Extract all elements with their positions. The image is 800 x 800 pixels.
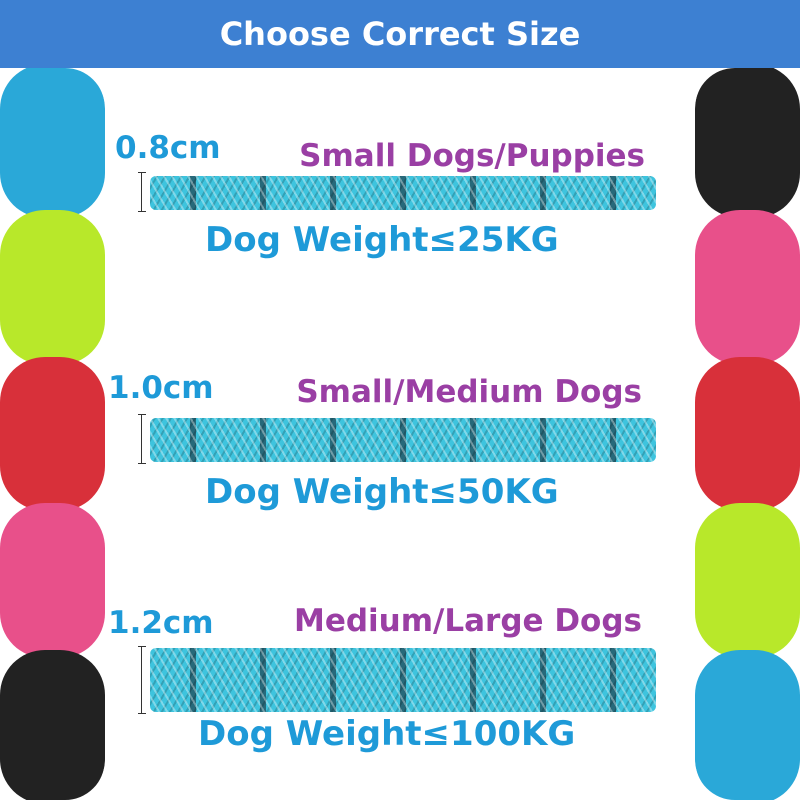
rope-swatch-blue — [0, 68, 105, 219]
dog-type-label: Medium/Large Dogs — [293, 603, 642, 639]
rope-swatch-black — [0, 649, 105, 800]
rope-sample — [150, 648, 656, 712]
diameter-bracket — [138, 646, 146, 714]
weight-label: Dog Weight≤25KG — [205, 220, 559, 260]
rope-swatch-red — [695, 356, 800, 512]
rope-swatch-blue — [695, 649, 800, 800]
diameter-bracket — [138, 172, 146, 212]
rope-swatch-pink — [0, 503, 105, 658]
diameter-bracket — [138, 414, 146, 464]
weight-label: Dog Weight≤50KG — [205, 472, 559, 512]
rope-swatch-black — [695, 68, 800, 219]
dog-type-label: Small Dogs/Puppies — [299, 138, 645, 174]
right-rope-swatches — [695, 68, 800, 800]
diameter-label: 1.2cm — [108, 605, 214, 641]
rope-sample — [150, 418, 656, 462]
left-rope-swatches — [0, 68, 105, 800]
rope-swatch-pink — [695, 210, 800, 365]
diameter-label: 0.8cm — [115, 130, 221, 166]
diameter-label: 1.0cm — [108, 370, 214, 406]
dog-type-label: Small/Medium Dogs — [296, 374, 642, 410]
weight-label: Dog Weight≤100KG — [198, 714, 576, 754]
rope-swatch-lime — [695, 503, 800, 658]
rope-sample — [150, 176, 656, 210]
page-title: Choose Correct Size — [0, 0, 800, 68]
rope-swatch-red — [0, 356, 105, 512]
rope-swatch-lime — [0, 210, 105, 365]
